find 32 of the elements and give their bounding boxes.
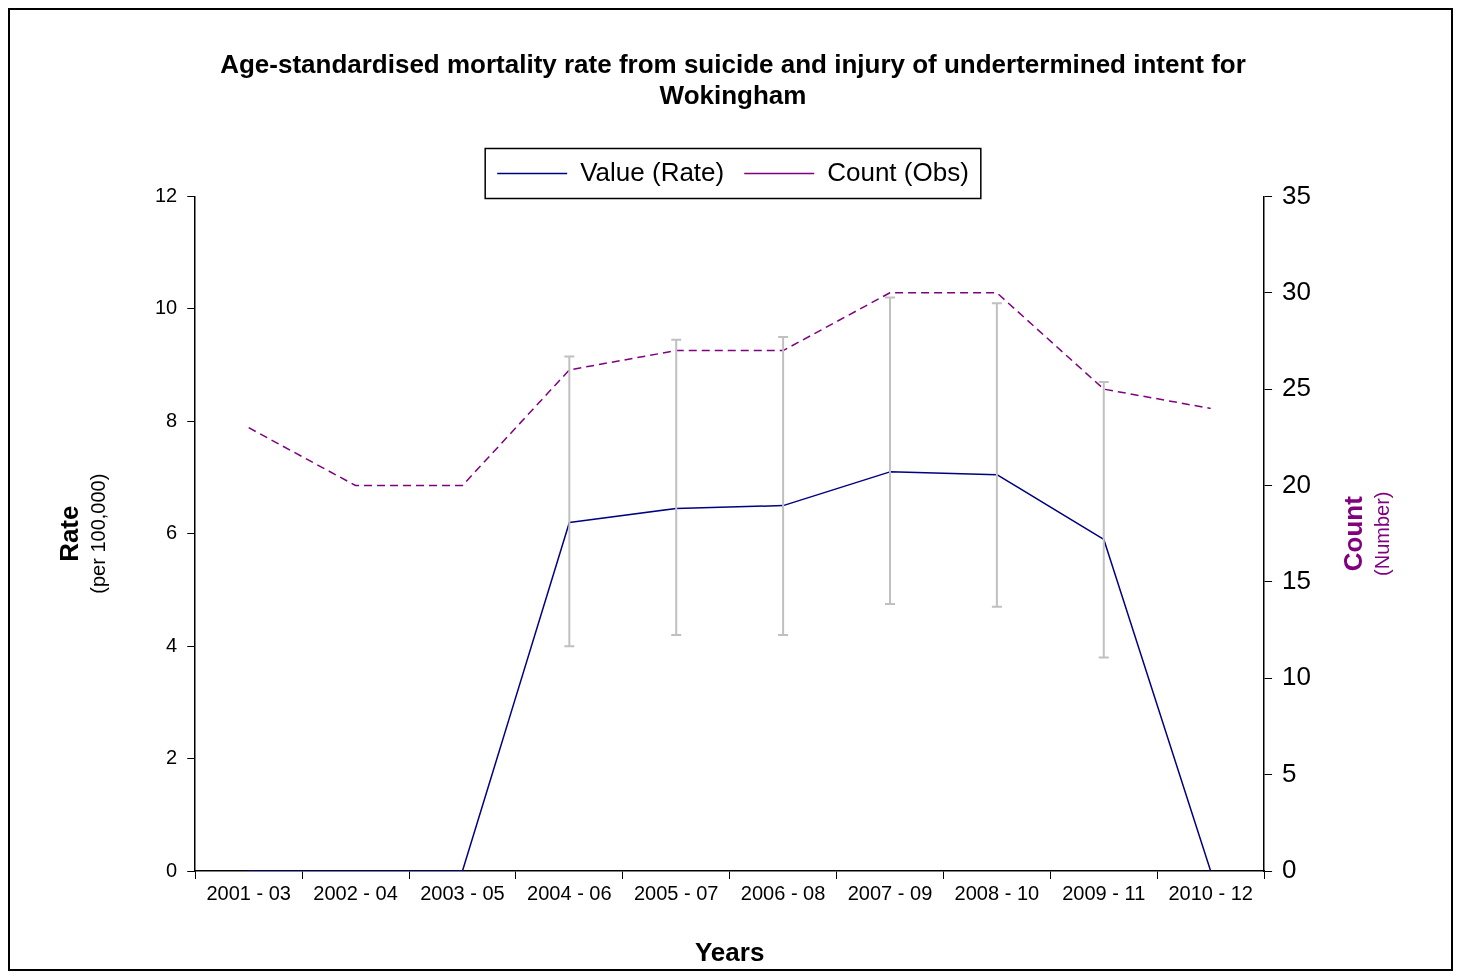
x-tick-label: 2005 - 07 (633, 881, 719, 904)
y2-tick-label: 10 (1282, 661, 1311, 692)
x-tick-label: 2002 - 04 (313, 881, 398, 904)
y2-tick-label: 30 (1282, 275, 1311, 306)
y-tick-label: 4 (166, 633, 178, 656)
x-tick-label: 2006 - 08 (740, 881, 826, 904)
y2-tick-label: 20 (1282, 468, 1311, 499)
x-tick-label: 2004 - 06 (527, 881, 612, 904)
legend-label: Value (Rate) (580, 156, 725, 187)
legend-label: Count (Obs) (827, 156, 969, 187)
y2-tick-label: 0 (1282, 854, 1297, 885)
y2-tick-label: 15 (1282, 565, 1311, 596)
line-series (247, 292, 1212, 487)
y-tick-label: 10 (155, 296, 178, 319)
x-tick-label: 2009 - 11 (1062, 881, 1146, 904)
x-tick-label: 2008 - 10 (954, 881, 1040, 904)
x-tick-label: 2007 - 09 (847, 881, 933, 904)
x-axis-title: Years (694, 937, 765, 968)
y-axis-title: Rate (per 100,000) (54, 473, 109, 594)
y2-tick-label: 25 (1282, 372, 1311, 403)
y-tick-label: 0 (166, 858, 178, 881)
y-tick-label: 8 (166, 408, 178, 431)
y2-tick-label: 35 (1282, 179, 1311, 210)
y-tick-label: 2 (166, 746, 178, 769)
x-tick-label: 2010 - 12 (1168, 881, 1253, 904)
y-tick-label: 12 (155, 183, 178, 206)
y-tick-label: 6 (166, 521, 178, 544)
x-tick-label: 2003 - 05 (420, 881, 505, 904)
y2-tick-label: 5 (1282, 757, 1297, 788)
x-tick-label: 2001 - 03 (206, 881, 291, 904)
y2-axis-title: Count (Number) (1338, 491, 1393, 576)
chart-title: Age-standardised mortality rate from suicide and injury of undertermined intent for Wokingham (220, 48, 1246, 110)
